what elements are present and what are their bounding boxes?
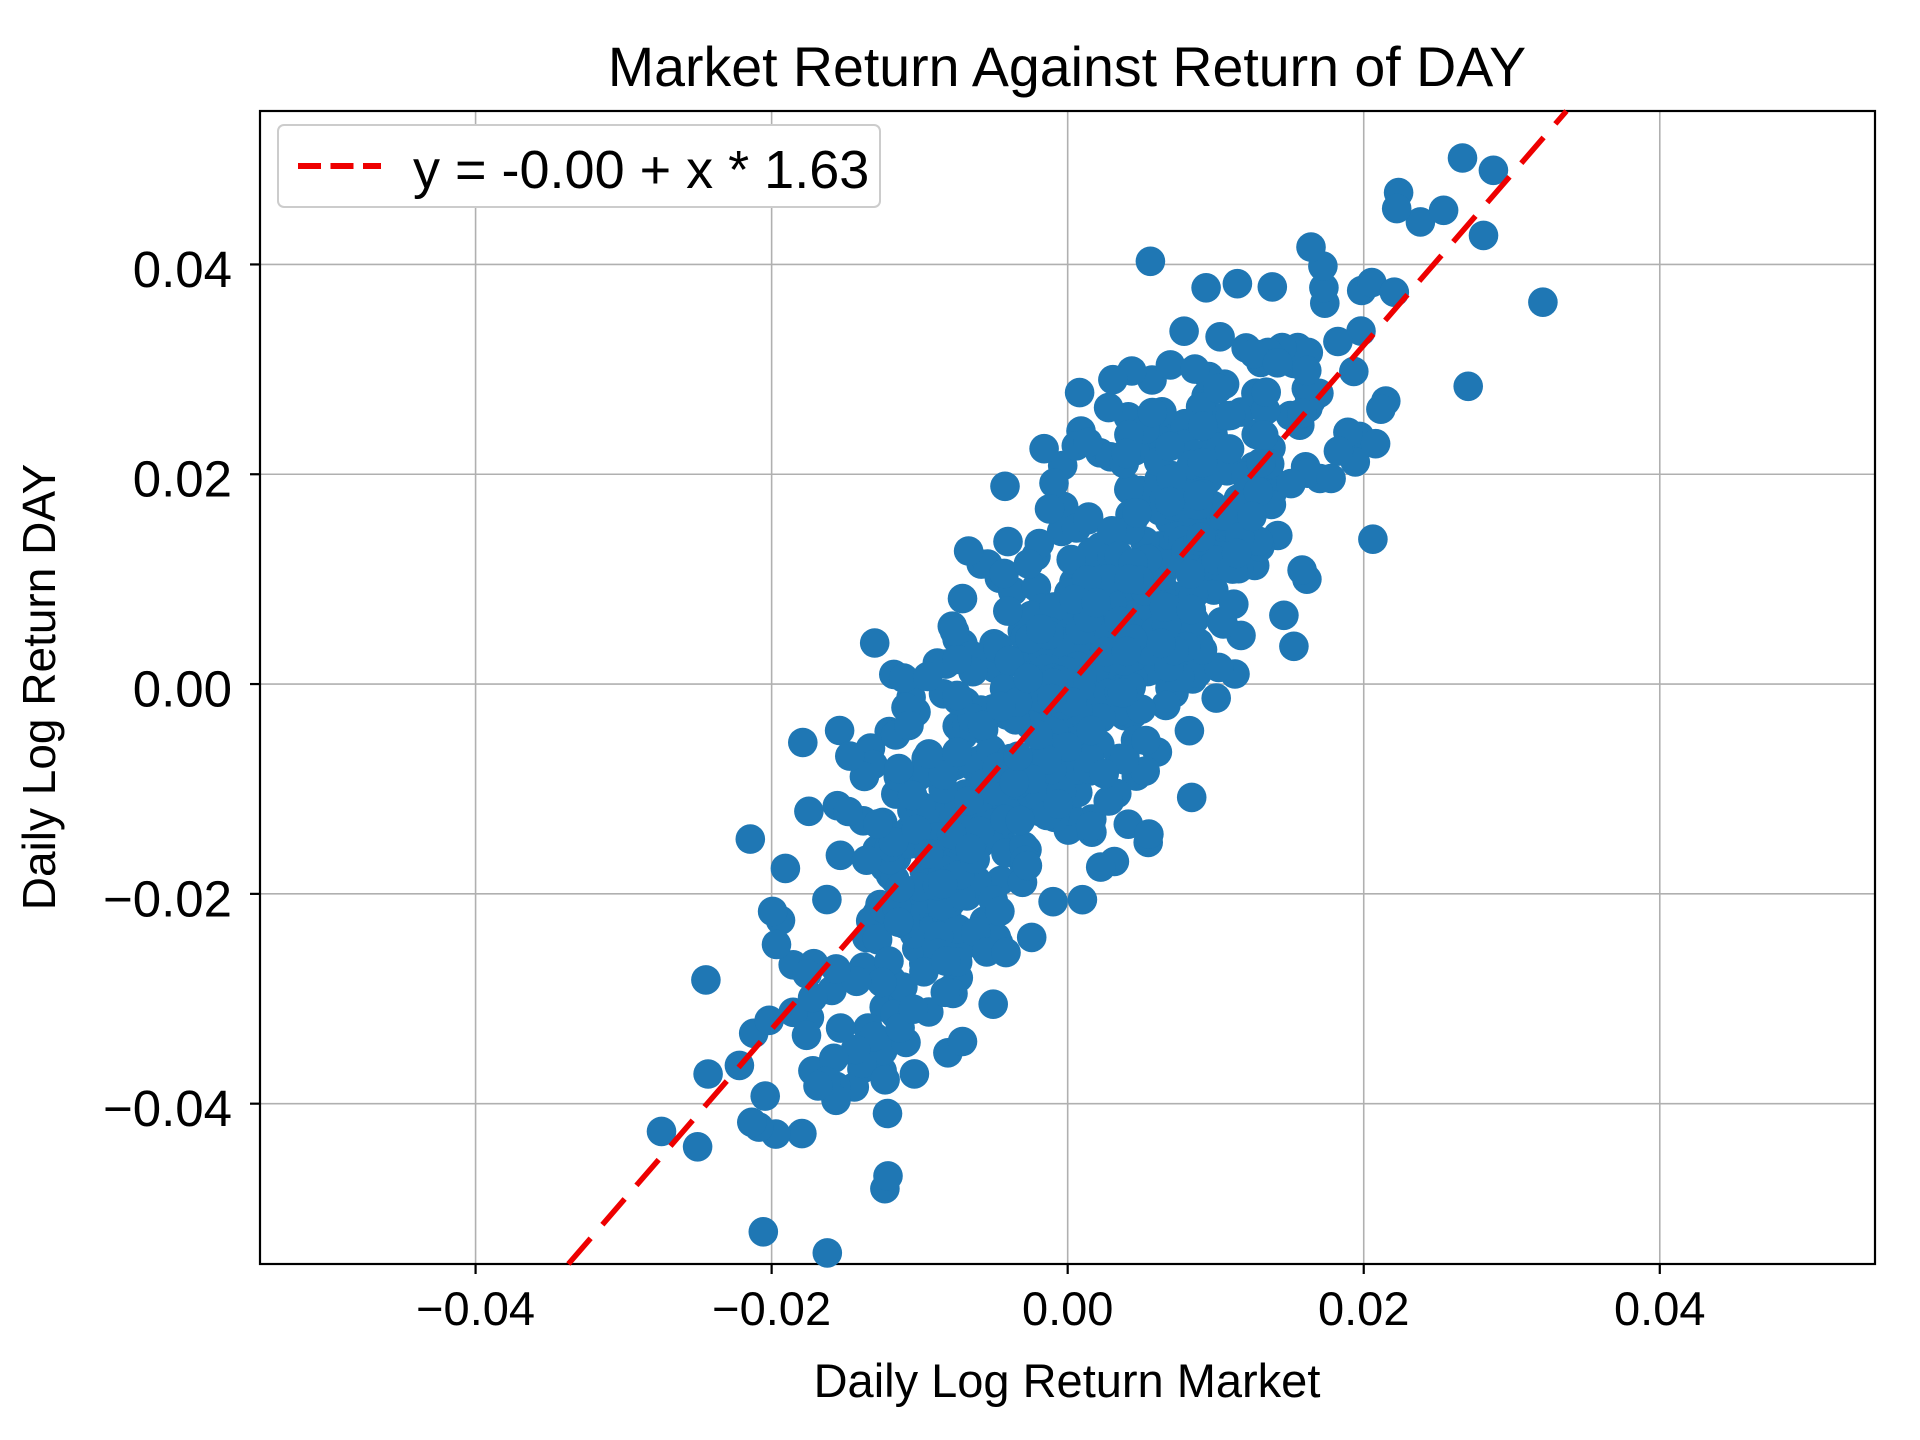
svg-text:−0.04: −0.04 (416, 1282, 535, 1335)
svg-text:−0.02: −0.02 (712, 1282, 831, 1335)
svg-text:−0.02: −0.02 (103, 870, 232, 927)
svg-text:y = -0.00 + x * 1.63: y = -0.00 + x * 1.63 (413, 140, 869, 200)
svg-text:Market Return Against Return o: Market Return Against Return of DAY (608, 36, 1526, 98)
svg-text:−0.04: −0.04 (103, 1080, 232, 1137)
svg-text:0.04: 0.04 (1614, 1282, 1705, 1335)
svg-text:Daily Log Return DAY: Daily Log Return DAY (13, 464, 65, 911)
svg-text:0.02: 0.02 (1318, 1282, 1409, 1335)
svg-text:0.04: 0.04 (133, 241, 232, 298)
svg-text:0.02: 0.02 (133, 451, 232, 508)
svg-text:Daily Log Return Market: Daily Log Return Market (814, 1354, 1321, 1407)
svg-text:0.00: 0.00 (1022, 1282, 1113, 1335)
svg-text:0.00: 0.00 (133, 660, 232, 717)
